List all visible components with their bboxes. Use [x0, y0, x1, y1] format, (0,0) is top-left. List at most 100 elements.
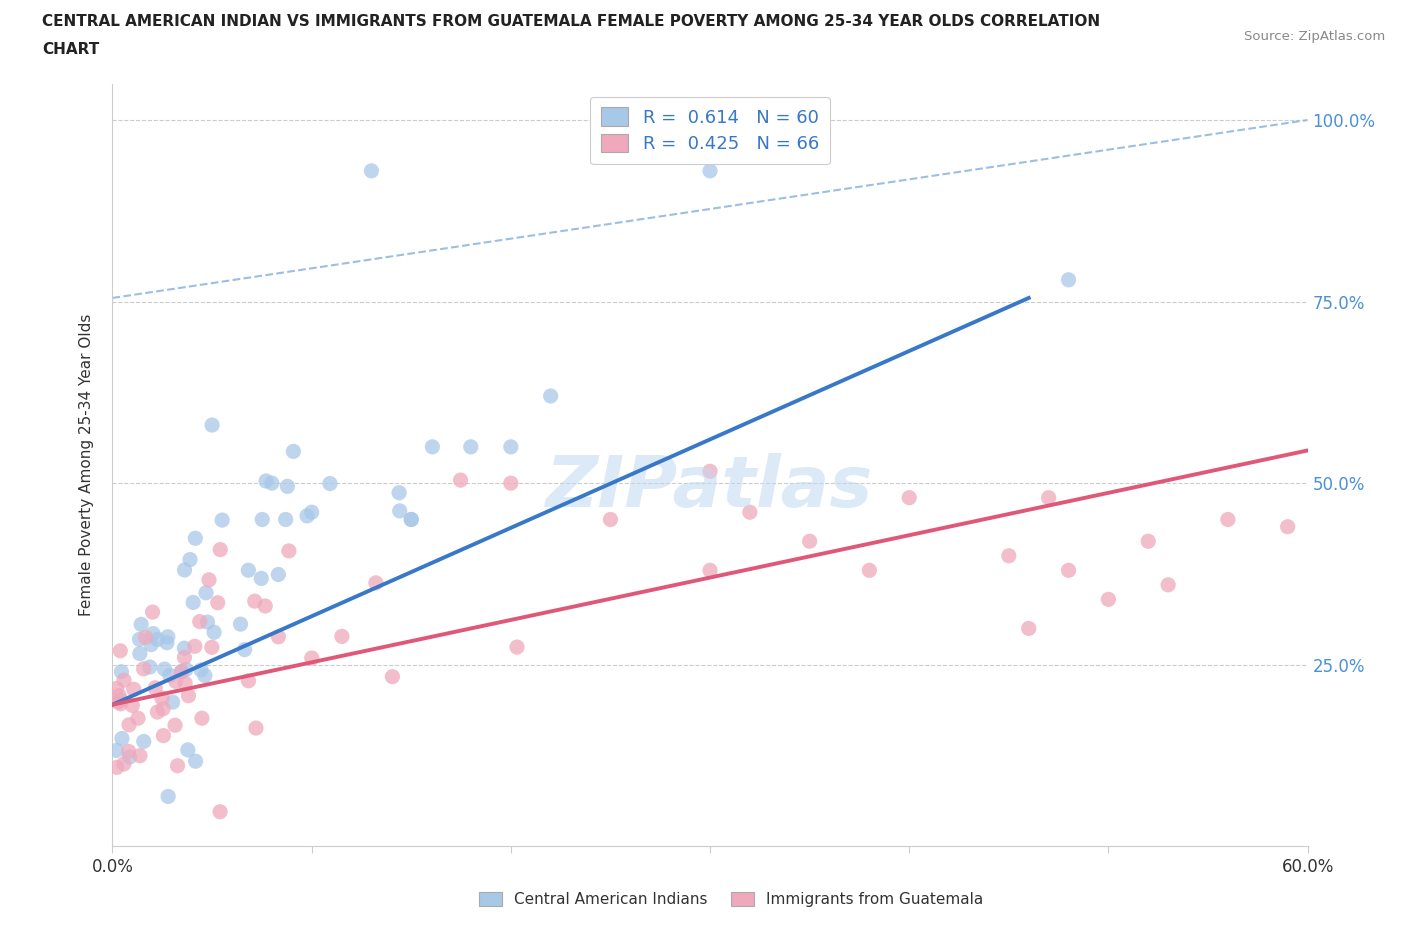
Point: [184, 531, 207, 546]
Point: [202, 625, 225, 640]
Point: [295, 509, 318, 524]
Point: [238, 673, 260, 688]
Point: [201, 640, 224, 655]
Point: [243, 593, 266, 608]
Point: [132, 734, 155, 749]
Point: [177, 742, 200, 757]
Point: [132, 661, 155, 676]
Point: [173, 563, 195, 578]
Point: [188, 614, 211, 629]
Point: [388, 485, 411, 500]
Point: [163, 718, 186, 733]
Point: [146, 631, 169, 646]
Point: [998, 549, 1021, 564]
Point: [254, 599, 277, 614]
Point: [267, 567, 290, 582]
Point: [166, 758, 188, 773]
Point: [858, 563, 880, 578]
Point: [360, 164, 382, 179]
Point: [198, 573, 221, 588]
Point: [194, 668, 217, 683]
Point: [252, 512, 274, 527]
Point: [898, 490, 921, 505]
Point: [1137, 534, 1160, 549]
Point: [184, 639, 207, 654]
Point: [1157, 578, 1180, 592]
Point: [139, 637, 162, 652]
Point: [128, 631, 150, 646]
Y-axis label: Female Poverty Among 25-34 Year Olds: Female Poverty Among 25-34 Year Olds: [79, 313, 94, 617]
Point: [301, 505, 323, 520]
Point: [381, 670, 404, 684]
Point: [260, 476, 283, 491]
Point: [699, 563, 721, 578]
Point: [173, 641, 195, 656]
Point: [401, 512, 423, 527]
Point: [190, 662, 212, 677]
Point: [450, 472, 472, 487]
Point: [105, 760, 128, 775]
Point: [301, 651, 323, 666]
Point: [165, 674, 187, 689]
Point: [195, 585, 218, 600]
Point: [254, 473, 277, 488]
Point: [699, 164, 721, 179]
Point: [1057, 563, 1080, 578]
Point: [401, 512, 423, 527]
Legend: Central American Indians, Immigrants from Guatemala: Central American Indians, Immigrants fro…: [472, 885, 990, 913]
Point: [174, 676, 197, 691]
Point: [170, 664, 193, 679]
Point: [799, 534, 821, 549]
Text: CENTRAL AMERICAN INDIAN VS IMMIGRANTS FROM GUATEMALA FEMALE POVERTY AMONG 25-34 : CENTRAL AMERICAN INDIAN VS IMMIGRANTS FR…: [42, 14, 1101, 29]
Point: [142, 604, 165, 619]
Point: [460, 439, 482, 454]
Point: [388, 503, 411, 518]
Legend: R =  0.614   N = 60, R =  0.425   N = 66: R = 0.614 N = 60, R = 0.425 N = 66: [591, 97, 830, 164]
Point: [229, 617, 252, 631]
Point: [699, 464, 721, 479]
Point: [110, 664, 132, 679]
Point: [174, 662, 197, 677]
Point: [127, 711, 149, 725]
Point: [121, 698, 143, 713]
Point: [118, 750, 141, 764]
Point: [540, 389, 562, 404]
Point: [1277, 519, 1299, 534]
Point: [267, 630, 290, 644]
Point: [150, 691, 173, 706]
Point: [1097, 591, 1119, 606]
Point: [105, 743, 128, 758]
Point: [245, 721, 267, 736]
Point: [139, 659, 162, 674]
Point: [191, 711, 214, 725]
Point: [179, 552, 201, 567]
Point: [250, 571, 273, 586]
Point: [599, 512, 621, 527]
Point: [209, 804, 232, 819]
Point: [177, 688, 200, 703]
Point: [274, 512, 297, 527]
Point: [211, 512, 233, 527]
Point: [152, 728, 174, 743]
Point: [238, 563, 260, 578]
Point: [209, 542, 232, 557]
Point: [319, 476, 342, 491]
Point: [107, 695, 129, 710]
Point: [1216, 512, 1239, 527]
Point: [129, 617, 152, 631]
Point: [1038, 490, 1060, 505]
Point: [364, 576, 387, 591]
Point: [152, 701, 174, 716]
Point: [233, 643, 256, 658]
Point: [143, 681, 166, 696]
Point: [506, 640, 529, 655]
Point: [146, 705, 169, 720]
Point: [105, 681, 128, 696]
Point: [181, 595, 204, 610]
Point: [170, 664, 193, 679]
Point: [173, 650, 195, 665]
Point: [111, 731, 134, 746]
Point: [184, 753, 207, 768]
Text: Source: ZipAtlas.com: Source: ZipAtlas.com: [1244, 30, 1385, 43]
Point: [159, 668, 181, 683]
